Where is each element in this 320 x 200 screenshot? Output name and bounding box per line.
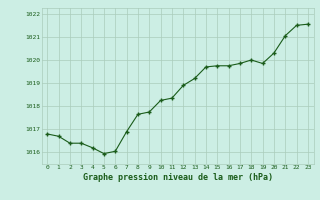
X-axis label: Graphe pression niveau de la mer (hPa): Graphe pression niveau de la mer (hPa) [83, 173, 273, 182]
